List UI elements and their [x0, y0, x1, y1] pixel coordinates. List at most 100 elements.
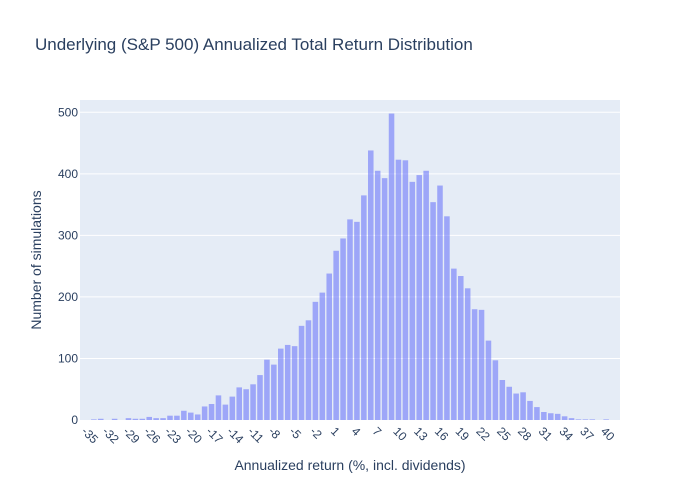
histogram-bar: [160, 418, 166, 420]
histogram-bar: [264, 359, 270, 420]
x-axis-title: Annualized return (%, incl. dividends): [234, 457, 465, 473]
x-tick-label: 7: [370, 424, 385, 439]
histogram-bar: [388, 113, 395, 421]
histogram-bar: [174, 415, 180, 420]
x-tick-label: -23: [162, 424, 184, 446]
histogram-bar: [305, 320, 312, 420]
x-tick-label: 28: [515, 424, 535, 444]
histogram-bar: [561, 416, 568, 420]
x-tick-label: 4: [349, 424, 364, 439]
histogram-bar: [111, 418, 118, 420]
y-tick-label: 400: [58, 167, 78, 181]
histogram-bar: [548, 413, 554, 420]
histogram-bar: [222, 404, 229, 420]
histogram-bar: [236, 387, 242, 420]
y-axis-ticks: 0 100 200 300 400 500: [58, 105, 78, 427]
histogram-bar: [520, 392, 526, 420]
histogram-bar: [430, 202, 436, 420]
x-tick-label: -20: [183, 424, 205, 446]
x-tick-label: -5: [286, 424, 304, 442]
histogram-bar: [354, 221, 360, 420]
histogram-bar: [402, 160, 409, 421]
x-tick-label: 34: [556, 424, 576, 444]
y-tick-label: 100: [58, 351, 78, 365]
histogram-bar: [167, 415, 173, 420]
histogram-bar: [271, 364, 277, 420]
y-tick-label: 300: [58, 228, 78, 242]
histogram-bar: [201, 406, 208, 420]
y-axis-title: Number of simulations: [28, 190, 44, 329]
histogram-bar: [458, 276, 464, 420]
histogram-bar: [208, 404, 215, 420]
x-tick-label: 25: [494, 424, 514, 444]
chart-title: Underlying (S&P 500) Annualized Total Re…: [35, 35, 473, 54]
x-tick-label: -14: [224, 424, 246, 446]
histogram-bar: [98, 418, 104, 420]
x-tick-label: -2: [307, 424, 325, 442]
x-tick-label: 31: [536, 424, 556, 444]
x-tick-label: 22: [473, 424, 493, 444]
histogram-bar: [368, 150, 374, 420]
histogram-bar: [527, 400, 533, 420]
histogram-bar: [506, 386, 512, 420]
histogram-bar: [291, 346, 298, 420]
histogram-bar: [568, 418, 575, 420]
x-tick-label: 10: [390, 424, 410, 444]
histogram-bar: [374, 170, 381, 420]
histogram-bar: [319, 292, 326, 420]
histogram-bar: [582, 419, 589, 420]
x-tick-label: -8: [266, 424, 284, 442]
x-tick-label: 1: [328, 424, 343, 439]
histogram-bar: [284, 344, 291, 420]
histogram-bar: [139, 418, 146, 420]
histogram-bar: [451, 268, 457, 420]
histogram-bar: [395, 159, 402, 420]
y-tick-label: 0: [71, 413, 78, 427]
histogram-bar: [499, 380, 506, 420]
histogram-bar: [541, 412, 547, 420]
histogram-bar: [437, 185, 443, 420]
histogram-bar: [444, 216, 450, 420]
histogram-bar: [492, 360, 499, 420]
histogram-bar: [312, 301, 319, 420]
histogram-bar: [471, 309, 478, 420]
histogram-bar: [340, 238, 346, 420]
histogram-bar: [278, 348, 284, 420]
histogram-bar: [333, 250, 339, 420]
histogram-bar: [298, 325, 305, 420]
x-tick-label: -17: [203, 424, 225, 446]
histogram-bar: [534, 407, 540, 420]
histogram-bar: [423, 170, 429, 420]
histogram-bar: [194, 414, 201, 420]
histogram-bar: [478, 309, 485, 420]
histogram-bar: [153, 418, 159, 420]
histogram-bar: [181, 410, 187, 420]
x-tick-label: 19: [453, 424, 473, 444]
histogram-bar: [554, 413, 561, 420]
histogram-bar: [132, 418, 139, 420]
x-tick-label: -32: [100, 424, 122, 446]
histogram-bar: [91, 419, 97, 420]
histogram-bar: [603, 419, 609, 420]
histogram-bar: [416, 175, 422, 420]
x-tick-label: -35: [79, 424, 101, 446]
bars: [91, 113, 609, 421]
histogram-bar: [513, 393, 519, 420]
histogram-bar: [125, 418, 132, 420]
histogram-bar: [215, 395, 222, 420]
x-tick-label: -29: [120, 424, 142, 446]
histogram-bar: [229, 396, 236, 420]
histogram-bar: [575, 419, 582, 420]
histogram-bar: [485, 340, 492, 420]
x-tick-label: 40: [598, 424, 618, 444]
histogram-bar: [326, 273, 332, 420]
histogram-bar: [381, 178, 388, 420]
histogram-bar: [250, 384, 256, 420]
histogram-bar: [146, 416, 152, 420]
x-axis-ticks: -35-32-29-26-23-20-17-14-11 -8 -5 -2 1 4 7 10 13…: [79, 424, 618, 446]
x-tick-label: 16: [432, 424, 452, 444]
y-tick-label: 500: [58, 105, 78, 119]
x-tick-label: 13: [411, 424, 431, 444]
histogram-bar: [257, 375, 263, 420]
